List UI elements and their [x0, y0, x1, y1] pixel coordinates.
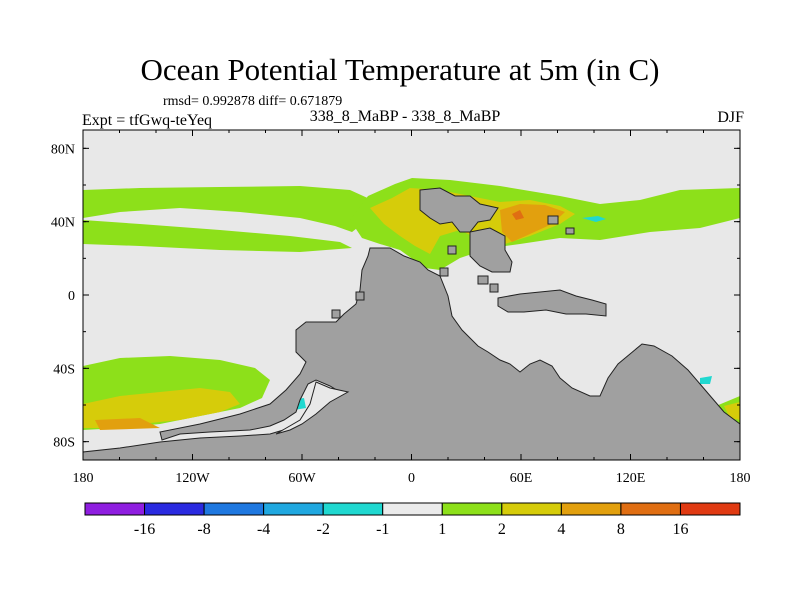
- axis-tick-labels: 180 120W 60W 0 60E 120E 180 80N 40N 0 40S 80S: [51, 142, 751, 486]
- land-mass: [419, 187, 499, 233]
- anomaly-region: [83, 388, 240, 428]
- x-tick-label: 120W: [175, 471, 210, 486]
- land-mass: [497, 289, 607, 317]
- anomaly-region: [95, 418, 160, 430]
- land-mass: [469, 227, 513, 273]
- anomaly-region: [700, 376, 712, 384]
- island: [331, 309, 341, 319]
- anomaly-region: [724, 402, 740, 420]
- anomaly-region: [83, 220, 352, 252]
- colorbar-swatch: [263, 502, 324, 516]
- colorbar-label: -2: [317, 521, 330, 538]
- colorbar-label: -1: [376, 521, 389, 538]
- y-tick-label: 40S: [53, 362, 75, 377]
- colorbar-swatch: [560, 502, 622, 516]
- x-tick-label: 120E: [616, 471, 646, 486]
- colorbar-label: 2: [498, 521, 506, 538]
- colorbar-label: -8: [197, 521, 210, 538]
- colorbar-label: 16: [672, 521, 688, 538]
- colorbar-label: 4: [557, 521, 565, 538]
- colorbar-label: -4: [257, 521, 270, 538]
- x-tick-label: 180: [73, 471, 94, 486]
- colorbar-swatch: [501, 502, 562, 516]
- colorbar-label: -16: [134, 521, 155, 538]
- x-tick-label: 60E: [510, 471, 533, 486]
- anomaly-region: [83, 186, 372, 232]
- y-tick-label: 40N: [51, 216, 75, 231]
- x-tick-label: 180: [730, 471, 751, 486]
- island: [355, 291, 365, 301]
- axis-ticks: [82, 130, 741, 460]
- land-mass: [82, 247, 741, 461]
- land-mass: [275, 381, 350, 435]
- island: [565, 227, 575, 235]
- colorbar-swatch: [144, 502, 205, 516]
- colorbar-label: 8: [617, 521, 625, 538]
- colorbar-swatch: [203, 502, 265, 516]
- colorbar: -16 -8 -4 -2 -1 1 2 4 8 16: [84, 502, 741, 538]
- island: [489, 283, 499, 293]
- anomaly-region: [512, 210, 524, 220]
- season-label: DJF: [717, 109, 744, 126]
- experiment-label: Expt = tfGwq-teYeq: [82, 112, 213, 129]
- island: [547, 215, 559, 225]
- y-tick-label: 0: [68, 289, 75, 304]
- plot-title: Ocean Potential Temperature at 5m (in C): [140, 52, 660, 87]
- colorbar-swatch: [322, 502, 384, 516]
- x-tick-label: 0: [408, 471, 415, 486]
- colorbar-swatch: [679, 502, 741, 516]
- colorbar-swatch: [84, 502, 146, 516]
- colorbar-swatch: [620, 502, 681, 516]
- island: [447, 245, 457, 255]
- case-label: 338_8_MaBP - 338_8_MaBP: [309, 108, 501, 125]
- colorbar-swatch: [382, 502, 443, 516]
- colorbar-swatch: [441, 502, 503, 516]
- colorbar-label: 1: [438, 521, 446, 538]
- x-tick-label: 60W: [288, 471, 316, 486]
- stats-label: rmsd= 0.992878 diff= 0.671879: [163, 94, 343, 109]
- y-tick-label: 80S: [53, 436, 75, 451]
- y-tick-label: 80N: [51, 142, 75, 157]
- island: [439, 267, 449, 277]
- island: [477, 275, 489, 285]
- anomaly-region: [582, 216, 606, 222]
